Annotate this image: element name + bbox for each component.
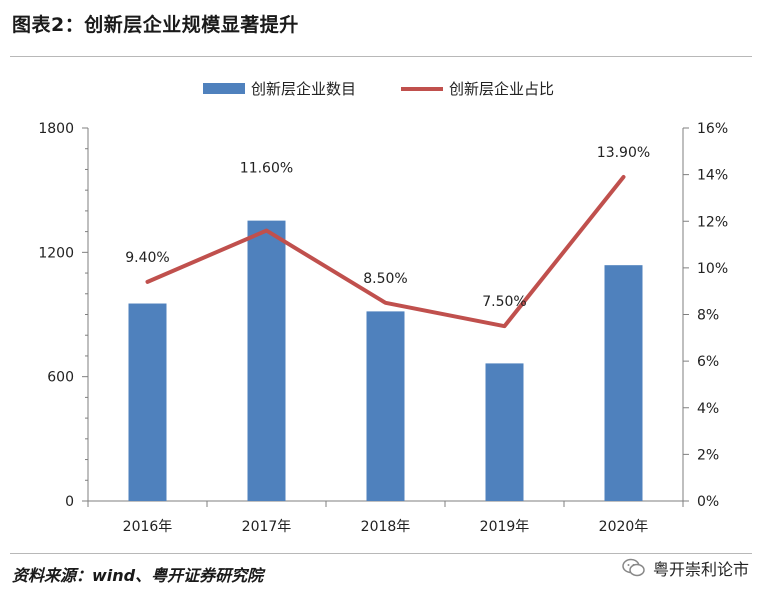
bar xyxy=(247,220,286,501)
left-tick-label: 0 xyxy=(65,494,74,510)
legend-label-line: 创新层企业占比 xyxy=(449,80,554,98)
right-tick-label: 2% xyxy=(697,447,719,463)
x-tick-label: 2019年 xyxy=(480,519,530,535)
line-data-label: 7.50% xyxy=(482,294,526,310)
left-tick-label: 1200 xyxy=(38,245,74,261)
bar xyxy=(485,363,524,501)
right-tick-label: 10% xyxy=(697,261,728,277)
right-tick-label: 16% xyxy=(697,121,728,137)
x-tick-label: 2018年 xyxy=(361,519,411,535)
legend: 创新层企业数目 创新层企业占比 xyxy=(203,80,554,98)
right-tick-label: 12% xyxy=(697,214,728,230)
right-tick-label: 0% xyxy=(697,494,719,510)
x-tick-label: 2020年 xyxy=(599,519,649,535)
line-path xyxy=(145,174,626,329)
bar xyxy=(366,311,405,501)
bar xyxy=(604,265,643,501)
top-divider xyxy=(10,56,752,57)
right-tick-label: 4% xyxy=(697,401,719,417)
bar xyxy=(128,303,167,501)
line-data-label: 9.40% xyxy=(125,250,169,266)
line-series xyxy=(145,174,626,329)
wechat-icon xyxy=(622,558,645,577)
data-labels: 9.40% 11.60% 8.50% 7.50% 13.90% xyxy=(125,145,650,310)
source-note: 资料来源：wind、粤开证券研究院 xyxy=(12,566,264,585)
bottom-divider xyxy=(10,553,752,554)
left-tick-label: 1800 xyxy=(38,121,74,137)
x-tick-label: 2016年 xyxy=(123,519,173,535)
x-tick-label: 2017年 xyxy=(242,519,292,535)
watermark-text: 粤开崇利论市 xyxy=(652,560,749,579)
legend-swatch-bar xyxy=(203,83,245,94)
right-tick-label: 6% xyxy=(697,354,719,370)
line-data-label: 13.90% xyxy=(597,145,650,161)
line-data-label: 8.50% xyxy=(363,271,407,287)
watermark: 粤开崇利论市 xyxy=(621,555,749,581)
right-tick-label: 14% xyxy=(697,168,728,184)
line-data-label: 11.60% xyxy=(240,161,293,177)
left-tick-label: 600 xyxy=(47,370,74,386)
legend-label-bar: 创新层企业数目 xyxy=(251,80,356,98)
bar-series xyxy=(128,220,643,501)
figure-title: 图表2：创新层企业规模显著提升 xyxy=(12,14,299,36)
right-tick-label: 8% xyxy=(697,308,719,324)
